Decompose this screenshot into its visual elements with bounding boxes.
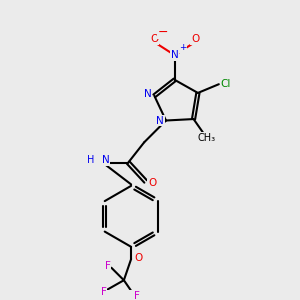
Text: −: −	[157, 26, 168, 38]
Text: F: F	[100, 287, 106, 297]
Text: Cl: Cl	[220, 79, 231, 89]
Text: O: O	[148, 178, 156, 188]
Text: N: N	[144, 89, 152, 99]
Text: N: N	[156, 116, 164, 125]
Text: N: N	[101, 155, 109, 165]
Text: O: O	[150, 34, 158, 44]
Text: +: +	[179, 44, 187, 52]
Text: F: F	[105, 261, 111, 271]
Text: N: N	[171, 50, 178, 60]
Text: O: O	[191, 34, 199, 44]
Text: H: H	[88, 155, 95, 165]
Text: F: F	[134, 291, 140, 300]
Text: O: O	[134, 253, 142, 262]
Text: CH₃: CH₃	[198, 133, 216, 143]
